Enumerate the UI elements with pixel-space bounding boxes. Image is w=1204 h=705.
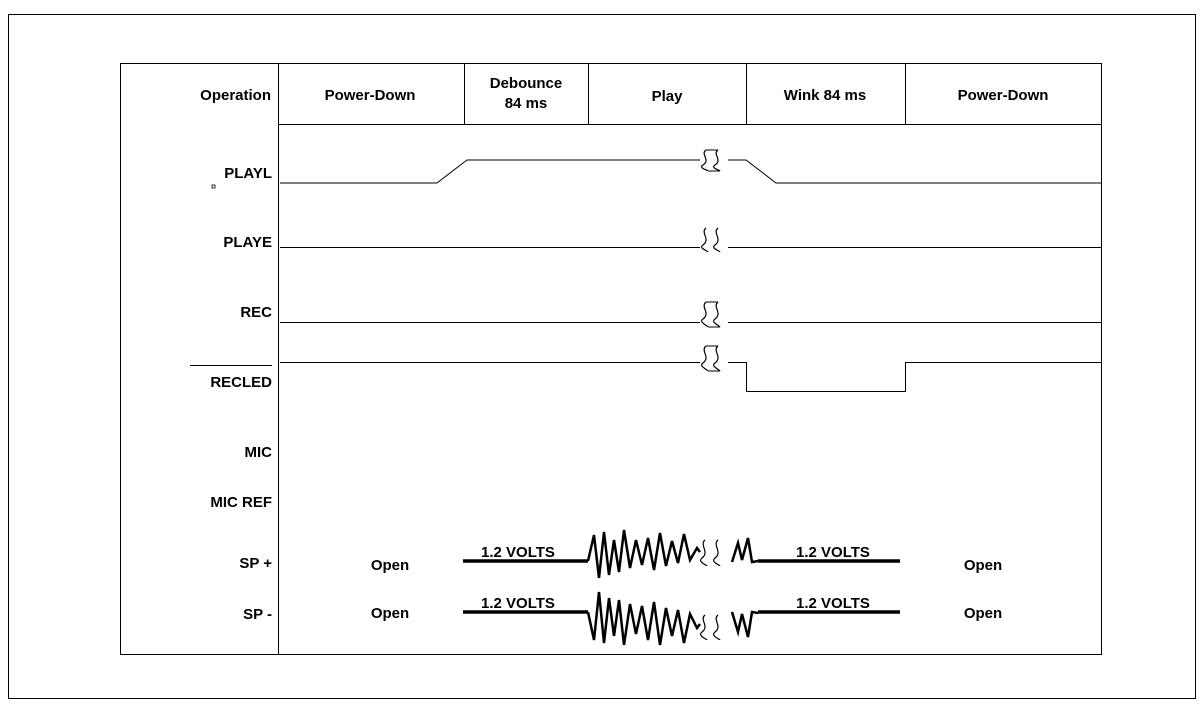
page-border [8,14,1196,699]
signal-label-recled: RECLED [210,374,272,391]
diagram-frame [120,63,1102,655]
phase-debounce-line1: Debounce [490,75,563,92]
sp-plus-voltage-label-left: 1.2 VOLTS [481,544,555,561]
break-symbol-rec [701,301,721,328]
sp-plus-voltage-label-right: 1.2 VOLTS [796,544,870,561]
phase-power-down-start: Power-Down [325,87,416,104]
break-symbol-playe [701,227,721,253]
signal-label-rec: REC [240,304,272,321]
sp-minus-open-label-right: Open [964,605,1002,622]
break-symbol-sp-minus [700,614,721,641]
waveform-playl [280,159,700,184]
sp-minus-voltage-label-right: 1.2 VOLTS [796,595,870,612]
waveform-playl-after-break [728,159,1101,184]
phase-play: Play [652,88,684,105]
phase-wink: Wink 84 ms [784,87,866,104]
operation-header-label: Operation [200,87,271,104]
signal-label-playe: PLAYE [223,234,272,251]
signal-label-mic: MIC [245,444,273,461]
break-symbol-recled [701,345,721,372]
break-symbol-playl [701,149,721,172]
phase-power-down-end: Power-Down [958,87,1049,104]
sp-plus-open-label-right: Open [964,557,1002,574]
sp-plus-audio-signal [586,529,701,579]
sp-minus-audio-signal-end [730,610,759,638]
sp-minus-voltage-label-left: 1.2 VOLTS [481,595,555,612]
signal-label-mic-ref: MIC REF [210,494,272,511]
sp-minus-audio-signal [586,591,701,646]
waveform-recled-after-break [728,362,1101,392]
sp-plus-open-label-left: Open [371,557,409,574]
signal-label-sp-plus: SP + [239,555,272,572]
sp-minus-open-label-left: Open [371,605,409,622]
break-symbol-sp-plus [700,539,721,567]
phase-debounce-line2: 84 ms [505,95,548,112]
small-marker [211,184,216,189]
signal-label-sp-minus: SP - [243,606,272,623]
sp-plus-audio-signal-end [730,537,759,564]
signal-label-playl: PLAYL [224,165,272,182]
